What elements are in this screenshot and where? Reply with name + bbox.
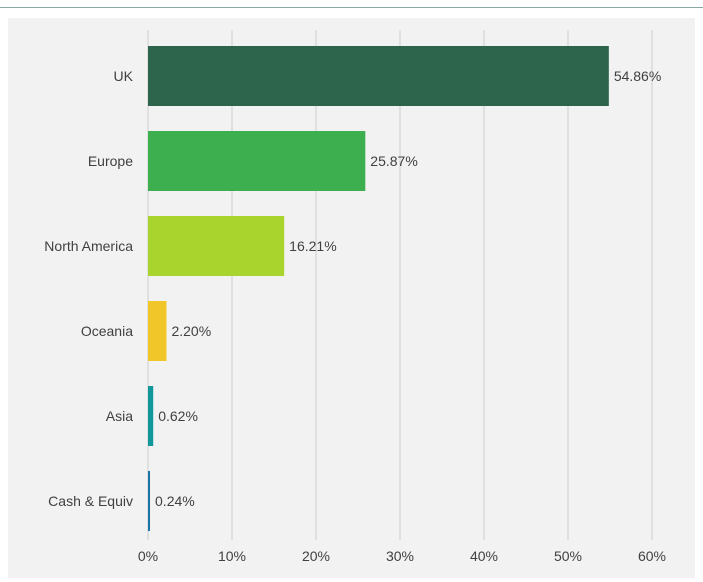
- data-label: 54.86%: [614, 68, 661, 84]
- value-labels: 54.86% 25.87% 16.21% 2.20% 0.62% 0.24%: [155, 68, 661, 509]
- data-label: 16.21%: [289, 238, 336, 254]
- category-labels: UK Europe North America Oceania Asia Cash & E…: [44, 68, 133, 509]
- category-label: Oceania: [81, 323, 133, 339]
- x-tick-label: 10%: [218, 548, 246, 564]
- bar: [148, 46, 609, 106]
- x-tick-label: 30%: [386, 548, 414, 564]
- x-tick-label: 40%: [470, 548, 498, 564]
- x-tick-label: 0%: [138, 548, 158, 564]
- bar: [148, 386, 154, 446]
- data-label: 0.24%: [155, 493, 195, 509]
- chart-panel: [8, 18, 695, 578]
- category-label: Europe: [88, 153, 133, 169]
- category-label: North America: [44, 238, 133, 254]
- top-divider: [0, 7, 703, 8]
- bar: [148, 471, 151, 531]
- category-label: Cash & Equiv: [48, 493, 133, 509]
- bar: [148, 216, 285, 276]
- bar: [148, 301, 167, 361]
- data-label: 2.20%: [171, 323, 211, 339]
- x-tick-label: 50%: [554, 548, 582, 564]
- category-label: UK: [114, 68, 134, 84]
- data-label: 25.87%: [370, 153, 417, 169]
- gridlines: [147, 30, 653, 540]
- bars: [148, 46, 609, 531]
- x-tick-labels: 0% 10% 20% 30% 40% 50% 60%: [138, 548, 666, 564]
- category-label: Asia: [106, 408, 133, 424]
- data-label: 0.62%: [158, 408, 198, 424]
- x-tick-label: 60%: [638, 548, 666, 564]
- bar: [148, 131, 366, 191]
- x-tick-label: 20%: [302, 548, 330, 564]
